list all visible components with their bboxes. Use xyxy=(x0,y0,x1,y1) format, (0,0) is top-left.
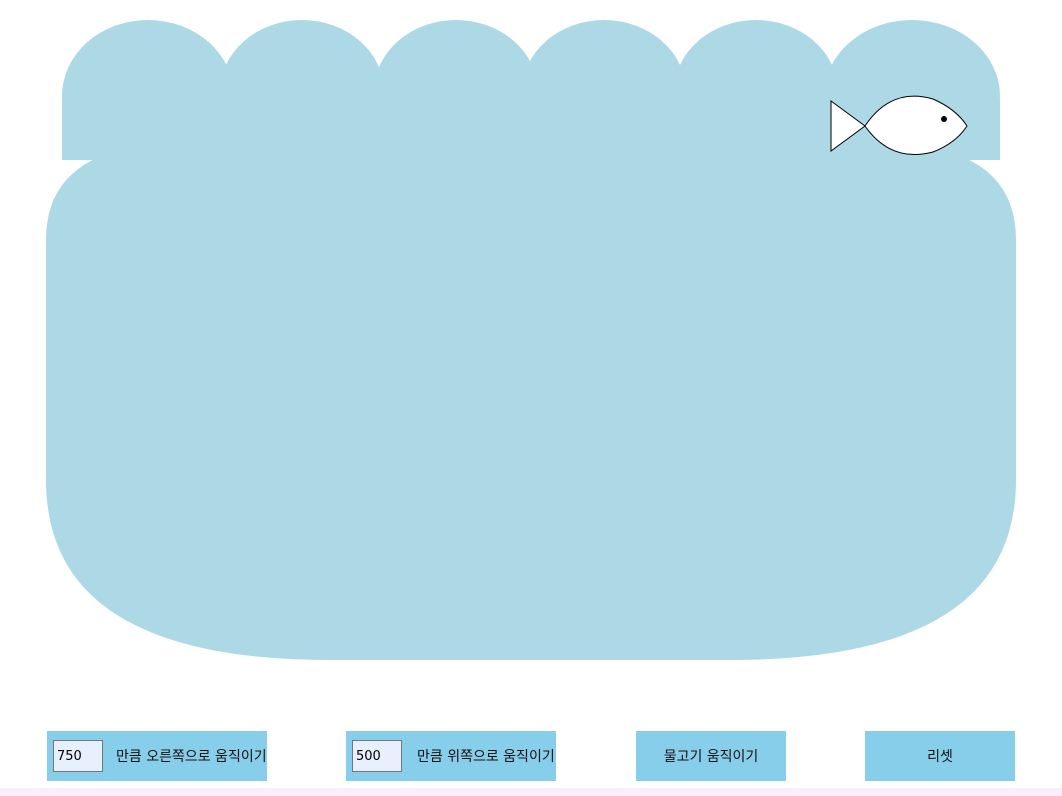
page-bottom-strip xyxy=(0,788,1062,796)
control-bar: 만큼 오른쪽으로 움직이기 만큼 위쪽으로 움직이기 물고기 움직이기 리셋 xyxy=(0,731,1062,781)
reset-button[interactable]: 리셋 xyxy=(865,731,1015,781)
move-right-control: 만큼 오른쪽으로 움직이기 xyxy=(47,731,267,781)
reset-button-label: 리셋 xyxy=(927,749,953,765)
move-right-input[interactable] xyxy=(53,740,103,772)
fish-tail xyxy=(830,100,866,152)
fish-body xyxy=(864,95,968,155)
move-fish-button-label: 물고기 움직이기 xyxy=(663,749,759,765)
fish-eye xyxy=(941,116,947,122)
move-up-label: 만큼 위쪽으로 움직이기 xyxy=(417,749,555,765)
aquarium-stage xyxy=(46,20,1016,660)
water-body xyxy=(46,146,1016,660)
move-up-control: 만큼 위쪽으로 움직이기 xyxy=(346,731,556,781)
fish-icon[interactable] xyxy=(830,95,968,155)
move-right-label: 만큼 오른쪽으로 움직이기 xyxy=(116,749,267,765)
water-area xyxy=(46,20,1016,660)
move-up-input[interactable] xyxy=(352,740,402,772)
move-fish-button[interactable]: 물고기 움직이기 xyxy=(636,731,786,781)
aquarium-svg xyxy=(46,20,1016,660)
